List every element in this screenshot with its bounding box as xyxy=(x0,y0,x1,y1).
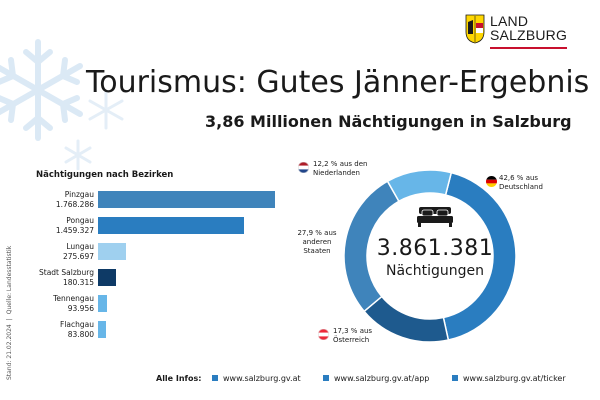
source-separator: | xyxy=(6,318,13,321)
bar-label: Pongau 1.459.327 xyxy=(30,216,94,236)
donut-chart xyxy=(343,169,517,343)
land-salzburg-logo: LAND SALZBURG xyxy=(465,14,567,44)
bar-pongau xyxy=(98,217,245,234)
bar-value-label: 275.697 xyxy=(62,252,94,261)
footer-link-app[interactable]: www.salzburg.gv.at/app xyxy=(323,374,429,383)
total-value: 3.861.381 xyxy=(376,236,494,261)
bar-label: Flachgau 83.800 xyxy=(30,320,94,340)
bar-label: Stadt Salzburg 180.315 xyxy=(30,268,94,288)
bar-value-label: 180.315 xyxy=(62,278,94,287)
flag-at-icon xyxy=(318,329,329,340)
bar-stadt-salzburg xyxy=(98,269,117,286)
bar-label: Pinzgau 1.768.286 xyxy=(30,190,94,210)
bar-category-label: Tennengau xyxy=(53,294,94,303)
footer-link-main[interactable]: www.salzburg.gv.at xyxy=(212,374,301,383)
bar-category-label: Flachgau xyxy=(60,320,94,329)
snowflake-icon xyxy=(64,139,92,170)
bar-tennengau xyxy=(98,295,108,312)
bar-category-label: Lungau xyxy=(66,242,94,251)
bar-value-label: 1.768.286 xyxy=(55,200,94,209)
footer-link-text[interactable]: www.salzburg.gv.at xyxy=(223,374,301,383)
slice-text-niederlande: 12,2 % aus den Niederlanden xyxy=(313,160,368,177)
link-bullet-icon xyxy=(323,375,329,381)
donut-slice-niederlanden xyxy=(386,169,453,203)
bar-value-label: 1.459.327 xyxy=(55,226,94,235)
bar-flachgau xyxy=(98,321,107,338)
logo-underline xyxy=(490,47,567,49)
brand-line2: SALZBURG xyxy=(490,27,568,43)
bar-chart-title: Nächtigungen nach Bezirken xyxy=(36,170,174,180)
slice-label-andere: 27,9 % aus anderen Staaten xyxy=(297,229,337,255)
slice-text-deutschland: 42,6 % aus Deutschland xyxy=(499,174,543,191)
snowflake-decoration xyxy=(0,39,124,170)
link-bullet-icon xyxy=(212,375,218,381)
bar-category-label: Stadt Salzburg xyxy=(39,268,94,277)
footer-link-ticker[interactable]: www.salzburg.gv.at/ticker xyxy=(452,374,566,383)
snowflake-icon xyxy=(0,39,83,141)
bar-value-label: 83.800 xyxy=(67,330,94,339)
link-bullet-icon xyxy=(452,375,458,381)
source-note: Stand: 21.02.2024 | Quelle: Landesstatisti… xyxy=(6,242,13,380)
stand-date: Stand: 21.02.2024 xyxy=(6,324,13,380)
total-label: Nächtigungen xyxy=(385,263,484,279)
bar-value-label: 93.956 xyxy=(67,304,94,313)
slice-label-deutschland: 42,6 % aus Deutschland xyxy=(486,174,547,192)
bar-label: Lungau 275.697 xyxy=(30,242,94,262)
page-subtitle: 3,86 Millionen Nächtigungen in Salzburg xyxy=(205,112,572,131)
footer-link-text[interactable]: www.salzburg.gv.at/ticker xyxy=(463,374,566,383)
donut-center: 3.861.381 Nächtigungen xyxy=(360,236,510,279)
footer-link-text[interactable]: www.salzburg.gv.at/app xyxy=(334,374,430,383)
bar-pinzgau xyxy=(98,191,275,208)
bed-icon xyxy=(417,207,453,227)
slice-label-oesterreich: 17,3 % aus Österreich xyxy=(318,327,379,345)
snowflake-icon xyxy=(88,90,124,130)
bar-lungau xyxy=(98,243,126,260)
slice-text-oesterreich: 17,3 % aus Österreich xyxy=(333,327,373,344)
page-title: Tourismus: Gutes Jänner-Ergebnis xyxy=(86,65,590,100)
bar-label: Tennengau 93.956 xyxy=(30,294,94,314)
coat-of-arms-icon xyxy=(465,14,485,44)
slice-label-niederlande: 12,2 % aus den Niederlanden xyxy=(298,160,375,178)
bar-category-label: Pongau xyxy=(66,216,94,225)
source-text: Quelle: Landesstatistik xyxy=(6,245,13,315)
flag-nl-icon xyxy=(298,162,309,173)
flag-de-icon xyxy=(486,176,497,187)
brand-line1: LAND xyxy=(490,13,529,29)
footer-label: Alle Infos: xyxy=(156,374,202,383)
bar-category-label: Pinzgau xyxy=(64,190,94,199)
